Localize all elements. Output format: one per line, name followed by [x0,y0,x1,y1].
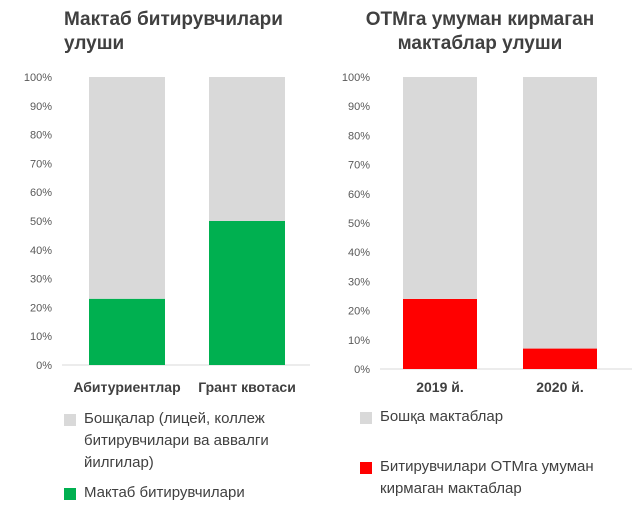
left-chart-ytick-label: 40% [30,245,52,257]
left-chart-ytick-label: 50% [30,216,52,228]
legend-item-schools-none: Битирувчилари ОТМга умуман кирмаган макт… [360,456,610,500]
right-chart-bar-1-series-1 [523,77,597,349]
left-chart-legend: Бошқалар (лицей, коллеж битирувчилари ва… [64,408,314,512]
right-chart-ytick-label: 40% [348,247,370,259]
legend-item-others: Бошқалар (лицей, коллеж битирувчилари ва… [64,408,314,474]
left-chart-bar-1-series-0 [209,221,285,365]
right-chart-ytick-label: 90% [348,101,370,113]
left-chart-category-label: Абитуриентлар [73,379,180,395]
legend-label-school-grads: Мактаб битирувчилари [84,484,245,501]
left-chart-ytick-label: 0% [36,360,52,372]
left-chart-ytick-label: 20% [30,302,52,314]
left-chart-title-line-2: улуши [64,33,125,54]
legend-item-school-grads: Мактаб битирувчилари [64,482,314,504]
left-chart-ytick-label: 90% [30,101,52,113]
legend-item-other-schools: Бошқа мактаблар [360,406,610,428]
legend-label-others-line-1: Бошқалар (лицей, коллеж [84,410,265,427]
legend-label-schools-none-line-2: кирмаган мактаблар [380,480,522,497]
left-chart-svg: 0% 10% 20% 30% 40% 50% 60% 70% 80% 90% 100% Абитури… [24,72,310,395]
legend-label-others-line-2: битирувчилари ва аввалги [84,432,269,449]
left-chart-ytick-label: 60% [30,187,52,199]
left-chart-bar-0-series-1 [89,77,165,299]
right-chart-category-label: 2019 й. [416,379,464,395]
right-chart-ytick-label: 10% [348,335,370,347]
legend-label-other-schools: Бошқа мактаблар [380,408,504,425]
legend-swatch-school-grads [64,488,76,500]
legend-swatch-others [64,414,76,426]
left-chart-panel: Мактаб битирувчилари улуши 0% 10% 20% 30% 40… [0,8,320,512]
left-chart-title-line-1: Мактаб битирувчилари [64,9,283,30]
right-chart-ytick-label: 100% [342,72,370,84]
right-chart-bar-0-series-0 [403,298,477,369]
right-chart-ytick-label: 0% [354,364,370,376]
legend-swatch-other-schools [360,412,372,424]
right-chart-ytick-label: 70% [348,160,370,172]
left-chart-bar-0-series-0 [89,298,165,365]
right-chart-title-line-1: ОТМга умуман кирмаган [365,9,595,30]
left-chart-category-label: Грант квотаси [198,379,296,395]
right-chart-ytick-label: 50% [348,218,370,230]
right-chart-ytick-label: 30% [348,276,370,288]
right-chart-title: ОТМга умуман кирмаган мактаблар улуши [320,8,640,56]
right-chart-svg: 0% 10% 20% 30% 40% 50% 60% 70% 80% 90% 100% 2019 й.… [342,72,632,395]
right-chart-category-label: 2020 й. [536,379,584,395]
left-chart-ytick-label: 80% [30,130,52,142]
left-chart-bar-1-series-1 [209,77,285,221]
legend-label-others-line-3: йилгилар) [84,454,154,471]
right-chart-title-line-2: мактаблар улуши [397,33,563,54]
right-chart-ytick-label: 60% [348,189,370,201]
right-chart-panel: ОТМга умуман кирмаган мактаблар улуши 0%… [320,0,640,512]
right-chart-ytick-label: 20% [348,306,370,318]
left-chart-ytick-label: 70% [30,158,52,170]
left-chart-ytick-label: 10% [30,331,52,343]
right-chart-ytick-label: 80% [348,130,370,142]
left-chart-title: Мактаб битирувчилари улуши [0,8,320,56]
legend-swatch-schools-none [360,462,372,474]
right-chart-legend: Бошқа мактаблар Битирувчилари ОТМга умум… [360,406,610,508]
left-chart-ytick-label: 30% [30,274,52,286]
right-chart-bar-1-series-0 [523,348,597,369]
right-chart-bar-0-series-1 [403,77,477,299]
left-chart-ytick-label: 100% [24,72,52,84]
legend-label-schools-none-line-1: Битирувчилари ОТМга умуман [380,458,594,475]
